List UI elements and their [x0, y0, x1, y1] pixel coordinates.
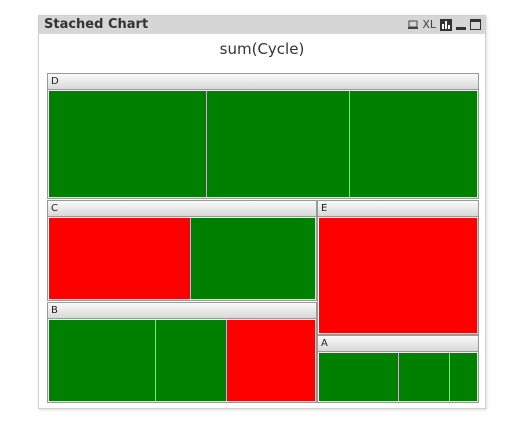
- treemap-cell: [319, 218, 477, 333]
- chart-icon[interactable]: [440, 18, 452, 31]
- treemap-cell: [399, 353, 451, 401]
- group-label: B: [48, 303, 316, 319]
- treemap-group: D: [47, 73, 479, 199]
- treemap-group: C: [47, 200, 317, 301]
- group-label: D: [48, 74, 478, 90]
- treemap-cell: [319, 353, 400, 401]
- treemap-cell: [349, 91, 477, 197]
- minimize-icon[interactable]: [456, 20, 466, 30]
- treemap-cell: [450, 353, 477, 401]
- treemap-cell: [226, 320, 315, 401]
- treemap-cell: [49, 218, 192, 299]
- xl-icon[interactable]: XL: [422, 18, 436, 31]
- window-title: Stached Chart: [44, 17, 149, 32]
- group-label: A: [318, 336, 478, 352]
- treemap-cell: [49, 91, 207, 197]
- window-icons: XL: [408, 18, 481, 31]
- treemap-group: A: [317, 335, 479, 403]
- chart-window: Stached Chart XL sum(Cycle) D C B E A: [38, 15, 486, 409]
- group-label: C: [48, 201, 316, 217]
- treemap-cell: [191, 218, 315, 299]
- maximize-icon[interactable]: [470, 19, 481, 30]
- title-bar: Stached Chart XL: [39, 16, 485, 34]
- treemap-cell: [155, 320, 227, 401]
- chart-title: sum(Cycle): [219, 40, 305, 58]
- group-label: E: [318, 201, 478, 217]
- treemap-cell: [49, 320, 156, 401]
- treemap-group: E: [317, 200, 479, 335]
- print-icon[interactable]: [408, 20, 419, 30]
- treemap-cell: [206, 91, 350, 197]
- treemap-group: B: [47, 302, 317, 403]
